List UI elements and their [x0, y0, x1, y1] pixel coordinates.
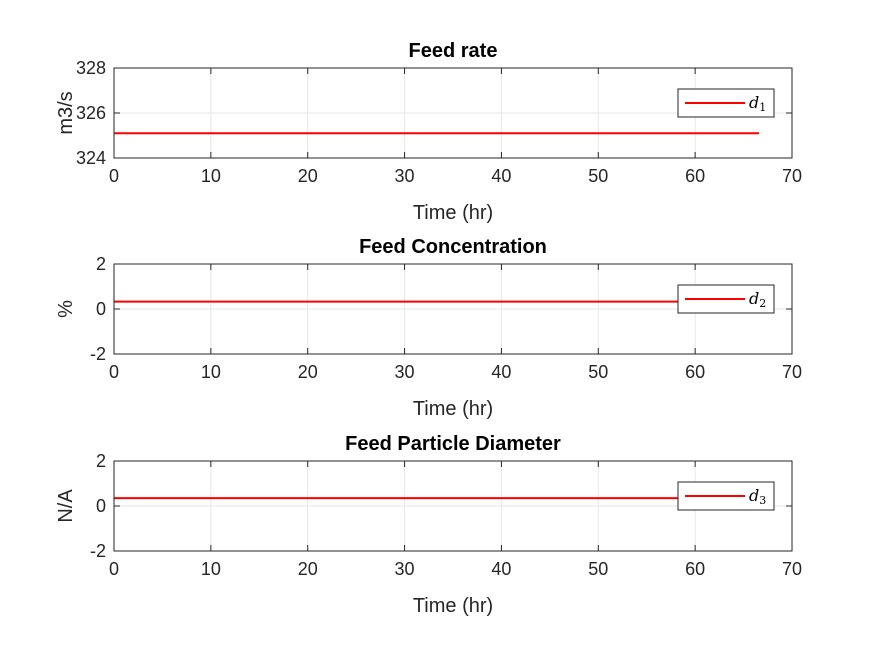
legend-label-name: d	[749, 289, 759, 308]
y-tick-label: -2	[90, 344, 106, 364]
legend: d1	[677, 88, 775, 118]
y-tick-label: 2	[96, 451, 106, 471]
legend: d3	[677, 481, 775, 511]
y-tick-label: 0	[96, 496, 106, 516]
legend: d2	[677, 284, 775, 314]
x-tick-label: 40	[491, 166, 511, 186]
legend-label-subscript: 1	[759, 101, 766, 114]
x-tick-label: 70	[782, 559, 802, 579]
x-tick-label: 0	[109, 362, 119, 382]
x-tick-label: 0	[109, 559, 119, 579]
y-axis-label: N/A	[55, 489, 77, 523]
y-tick-label: 2	[96, 254, 106, 274]
x-axis-label: Time (hr)	[413, 202, 493, 224]
x-tick-label: 70	[782, 166, 802, 186]
legend-label: d1	[749, 93, 766, 114]
x-tick-label: 10	[201, 559, 221, 579]
y-tick-label: 0	[96, 299, 106, 319]
x-tick-label: 60	[685, 362, 705, 382]
x-tick-label: 40	[491, 559, 511, 579]
x-tick-label: 50	[588, 362, 608, 382]
x-tick-label: 30	[395, 362, 415, 382]
legend-label: d2	[749, 289, 766, 310]
x-tick-label: 60	[685, 559, 705, 579]
y-axis-label: %	[55, 300, 77, 318]
x-tick-label: 20	[298, 166, 318, 186]
x-tick-label: 10	[201, 362, 221, 382]
y-tick-label: -2	[90, 541, 106, 561]
x-tick-label: 30	[395, 559, 415, 579]
y-axis-label: m3/s	[55, 91, 77, 134]
x-tick-label: 20	[298, 559, 318, 579]
x-tick-label: 20	[298, 362, 318, 382]
legend-label: d3	[749, 486, 766, 507]
x-axis-label: Time (hr)	[413, 398, 493, 420]
y-tick-label: 328	[76, 58, 106, 78]
legend-label-subscript: 2	[759, 297, 766, 310]
chart-title: Feed Concentration	[359, 236, 547, 258]
x-tick-label: 70	[782, 362, 802, 382]
x-tick-label: 50	[588, 166, 608, 186]
chart-title: Feed rate	[409, 40, 498, 62]
x-tick-label: 30	[395, 166, 415, 186]
x-tick-label: 50	[588, 559, 608, 579]
legend-label-name: d	[749, 486, 759, 505]
x-tick-label: 10	[201, 166, 221, 186]
x-axis-label: Time (hr)	[413, 595, 493, 617]
legend-label-name: d	[749, 93, 759, 112]
x-tick-label: 0	[109, 166, 119, 186]
legend-label-subscript: 3	[759, 494, 766, 507]
subplot-1: 0 10 20 30 40 50 60 70 324 326 328 Feed rate Time (h…	[55, 40, 802, 224]
x-tick-label: 60	[685, 166, 705, 186]
chart-title: Feed Particle Diameter	[345, 433, 561, 455]
y-tick-label: 324	[76, 148, 106, 168]
x-tick-label: 40	[491, 362, 511, 382]
y-tick-label: 326	[76, 103, 106, 123]
